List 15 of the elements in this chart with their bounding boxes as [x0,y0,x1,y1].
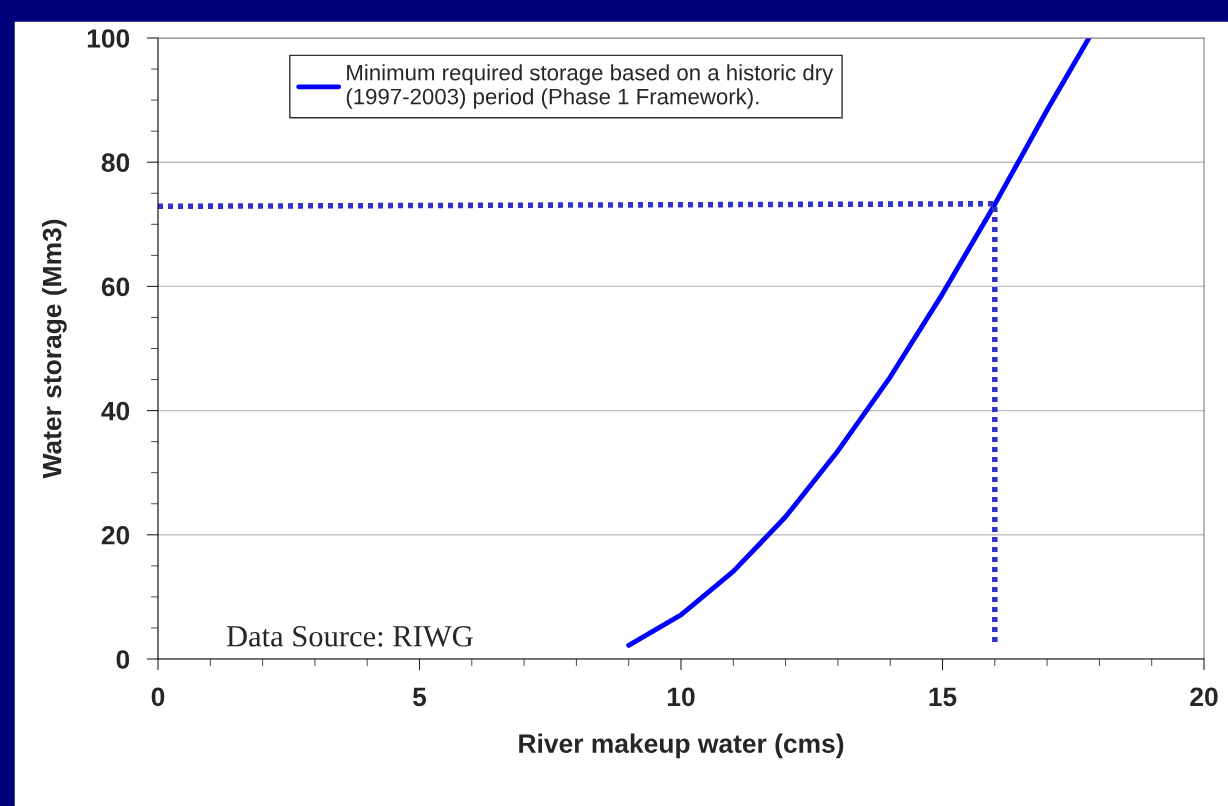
x-tick-label: 15 [929,687,957,707]
y-tick-label: 20 [101,525,130,545]
y-tick-label: 60 [101,277,130,297]
x-tick-label: 5 [412,687,427,707]
y-tick-label: 0 [116,650,130,669]
x-axis-title: River makeup water (cms) [519,733,844,759]
y-axis-title: Water storage (Mm3) [42,219,67,479]
annotation: Data Source: RIWG [226,626,473,647]
x-tick-label: 0 [151,687,165,707]
x-tick-label: 10 [667,687,695,707]
y-tick-label: 100 [87,29,130,48]
y-tick-label: 40 [101,401,130,421]
y-tick-label: 80 [101,153,130,173]
legend-label: Minimum required storage based on a historic dry (1997-2003) period (Phase 1 Framework). [346,64,834,109]
x-tick-label: 20 [1190,687,1218,707]
